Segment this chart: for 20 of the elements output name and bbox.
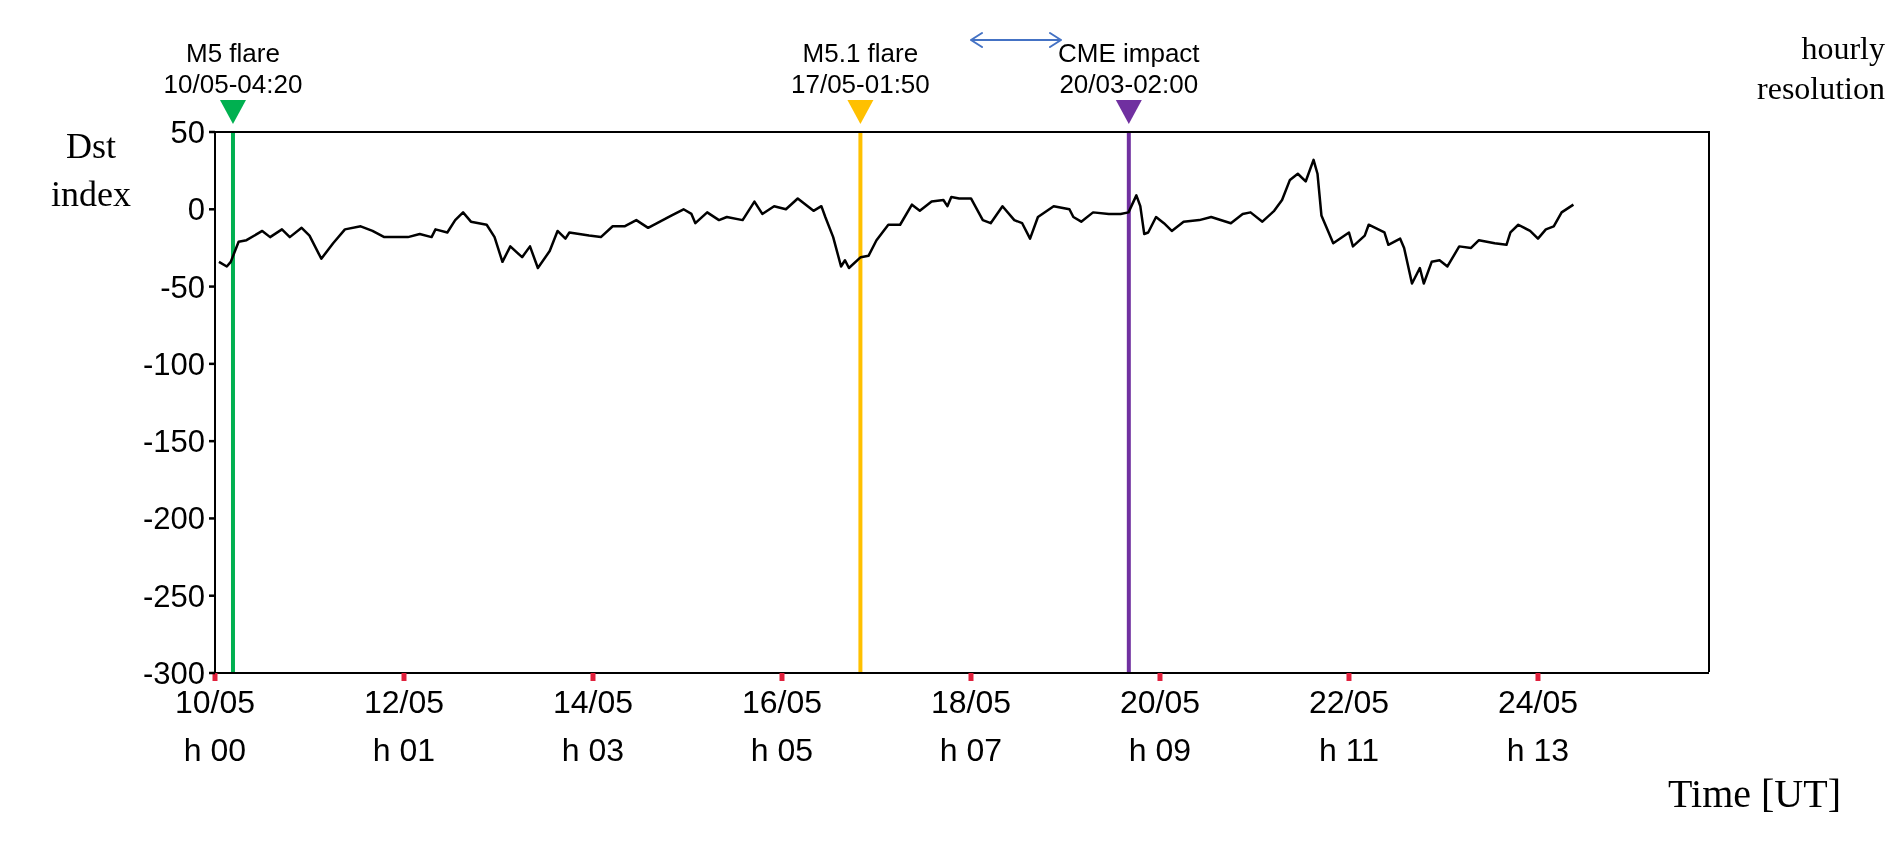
x-tick-label: 14/05 h 03 bbox=[552, 684, 634, 768]
y-tick-label: 50 bbox=[170, 115, 205, 151]
x-tick-label: 12/05 h 01 bbox=[363, 684, 445, 768]
x-tick-label: 24/05 h 13 bbox=[1497, 684, 1579, 768]
y-tick-label: -250 bbox=[142, 578, 205, 614]
text: hourly resolution bbox=[1756, 29, 1885, 108]
x-axis-title: Time [UT] bbox=[1668, 770, 1841, 817]
ref-line-label: M5 flare 10/05-04:20 bbox=[163, 38, 303, 99]
y-tick-label: 0 bbox=[187, 192, 205, 228]
x-tick-label: 22/05 h 11 bbox=[1308, 684, 1390, 768]
y-axis-title: Dst index bbox=[50, 125, 132, 216]
x-tick-label: 18/05 h 07 bbox=[930, 684, 1012, 768]
x-tick-label: 20/05 h 09 bbox=[1119, 684, 1201, 768]
ref-line-label: M5.1 flare 17/05-01:50 bbox=[791, 38, 930, 99]
x-tick-label: 16/05 h 05 bbox=[741, 684, 823, 768]
y-tick-label: -200 bbox=[142, 501, 205, 537]
y-tick-label: -50 bbox=[160, 269, 205, 305]
ref-line-label: CME impact 20/03-02:00 bbox=[1058, 38, 1201, 99]
y-tick-label: -150 bbox=[142, 424, 205, 460]
y-tick-label: -100 bbox=[142, 346, 205, 382]
